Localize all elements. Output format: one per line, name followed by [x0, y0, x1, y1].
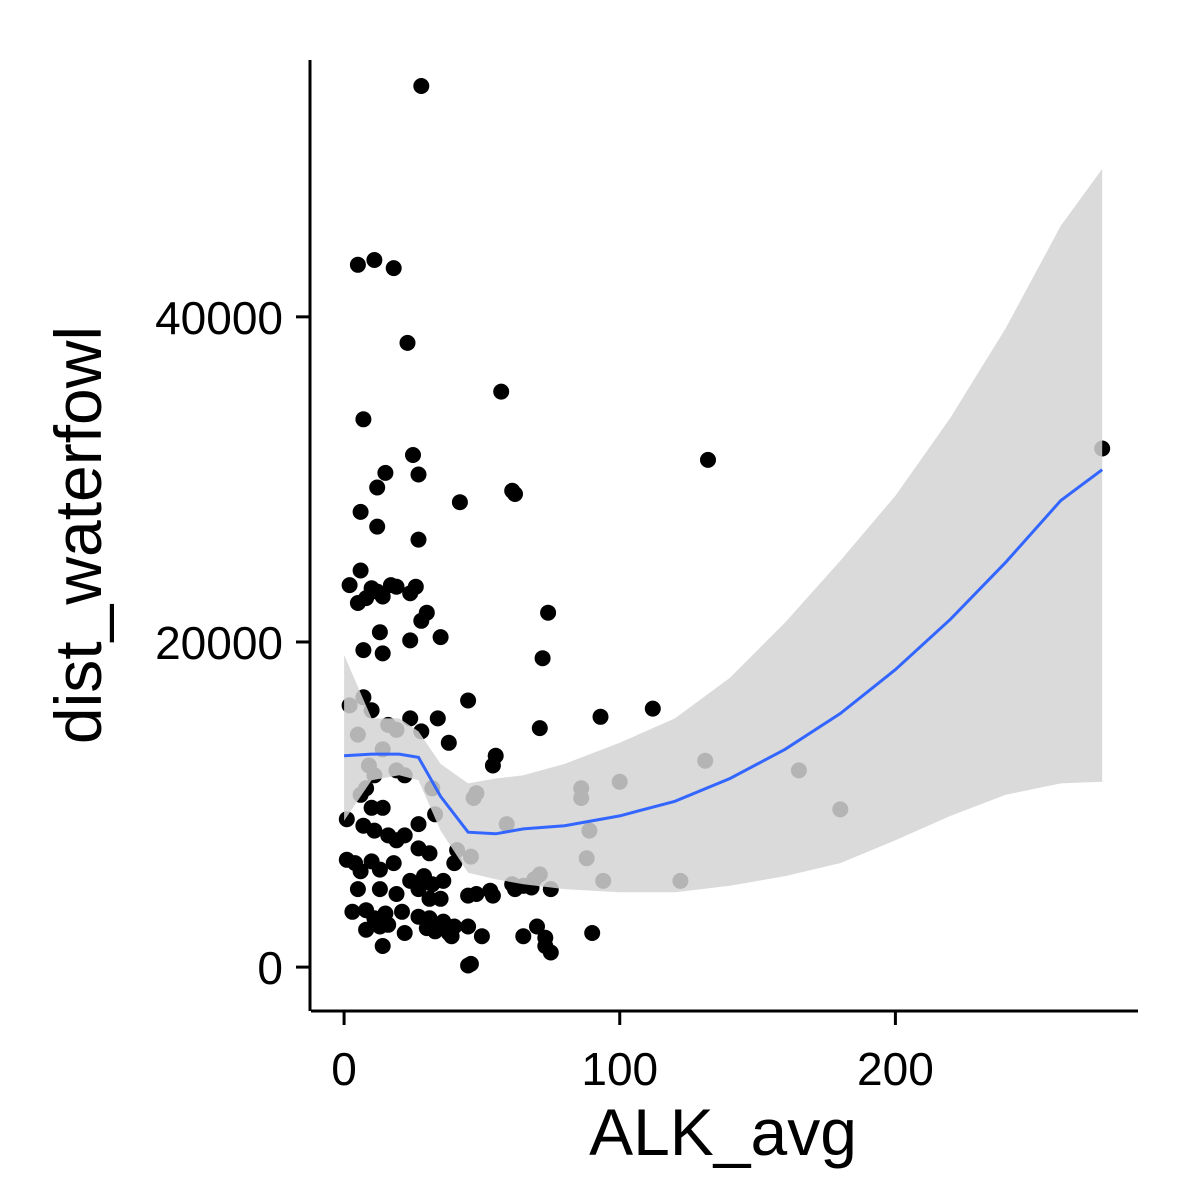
y-tick-label: 40000	[155, 292, 283, 344]
data-point	[369, 479, 386, 496]
data-point	[410, 816, 427, 833]
y-tick-label: 20000	[155, 617, 283, 669]
data-point	[529, 918, 545, 935]
data-point	[473, 928, 490, 945]
data-point	[435, 872, 452, 889]
data-point	[427, 923, 444, 940]
data-point	[407, 578, 424, 595]
data-point	[531, 720, 548, 737]
data-point	[534, 650, 551, 667]
data-point	[460, 918, 477, 935]
data-point	[355, 411, 372, 428]
data-point	[402, 632, 419, 649]
data-point	[507, 486, 523, 502]
data-point	[460, 692, 477, 709]
data-point	[349, 256, 366, 273]
data-point	[385, 260, 402, 277]
data-point	[451, 494, 468, 511]
data-point	[413, 78, 430, 94]
data-point	[352, 503, 369, 520]
x-ticks: 0 100 200	[331, 1011, 934, 1095]
data-point	[396, 925, 413, 941]
data-point	[388, 886, 405, 902]
data-point	[374, 799, 391, 816]
data-point	[700, 451, 716, 468]
data-point	[418, 604, 435, 621]
data-point	[542, 944, 559, 961]
data-point	[394, 903, 410, 920]
data-point	[440, 734, 457, 751]
data-point	[366, 822, 383, 839]
data-point	[399, 334, 416, 351]
data-point	[374, 645, 391, 662]
data-point	[462, 955, 479, 972]
data-point	[432, 890, 449, 907]
data-point	[377, 464, 394, 481]
data-point	[402, 710, 419, 727]
points-layer	[338, 78, 1111, 974]
data-point	[446, 855, 463, 872]
data-point	[341, 577, 358, 594]
data-point	[484, 887, 501, 904]
data-point	[385, 855, 402, 872]
smooth-line	[344, 468, 1104, 836]
data-point	[369, 518, 386, 535]
x-tick-label: 0	[331, 1043, 357, 1095]
y-ticks: 0 20000 40000	[155, 292, 311, 994]
y-tick-label: 0	[257, 942, 283, 994]
data-point	[644, 700, 661, 717]
data-point	[349, 881, 366, 898]
y-axis-title: dist_waterfowl	[41, 326, 115, 744]
data-point	[352, 863, 369, 880]
data-point	[352, 562, 369, 579]
data-point	[363, 799, 380, 816]
data-point	[443, 928, 460, 945]
data-point	[493, 383, 510, 400]
x-axis-title: ALK_avg	[589, 1095, 857, 1169]
data-point	[410, 881, 427, 898]
data-point	[429, 710, 446, 727]
data-point	[355, 642, 372, 659]
data-point	[396, 827, 413, 844]
data-point	[484, 757, 501, 774]
data-point	[374, 588, 391, 605]
data-point	[338, 811, 355, 828]
data-point	[344, 903, 361, 920]
smooth-line-layer	[344, 468, 1104, 836]
data-point	[405, 447, 421, 463]
x-tick-label: 200	[857, 1043, 934, 1095]
data-point	[468, 886, 485, 902]
data-point	[584, 925, 601, 941]
data-point	[358, 921, 375, 938]
data-point	[540, 604, 557, 621]
data-point	[380, 916, 397, 933]
data-point	[366, 252, 383, 268]
data-point	[515, 928, 532, 945]
data-point	[388, 578, 405, 595]
data-point	[421, 890, 438, 907]
data-point	[410, 531, 427, 548]
data-point	[371, 624, 388, 641]
data-point	[374, 938, 391, 954]
data-point	[421, 845, 438, 862]
data-point	[371, 881, 388, 898]
confidence-ribbon	[344, 168, 1103, 893]
data-point	[592, 708, 609, 725]
data-point	[410, 466, 427, 483]
data-point	[371, 861, 388, 878]
data-point	[432, 629, 449, 646]
x-tick-label: 100	[581, 1043, 658, 1095]
